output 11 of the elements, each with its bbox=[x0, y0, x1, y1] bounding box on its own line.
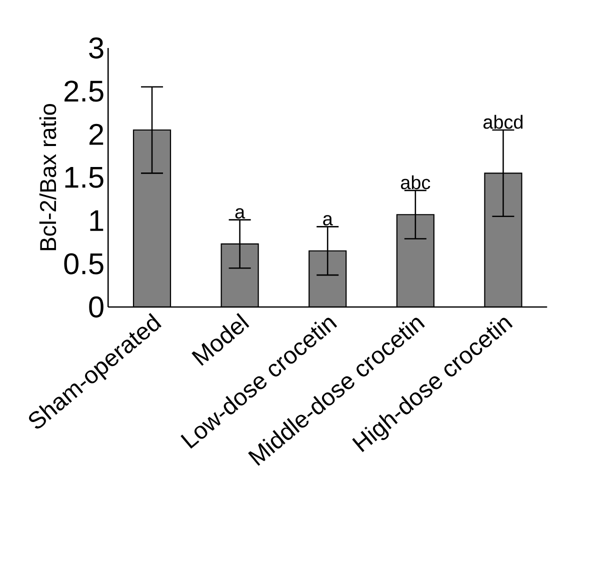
y-tick-label: 2.5 bbox=[64, 80, 104, 102]
annotation: a bbox=[235, 208, 246, 219]
y-tick-label: 2 bbox=[89, 124, 104, 145]
annotation: abcd bbox=[483, 114, 522, 129]
y-tick-label: 3 bbox=[89, 37, 104, 59]
annotation: abc bbox=[400, 175, 430, 190]
y-axis-title: Bcl-2/Bax ratio bbox=[39, 104, 56, 250]
y-tick-label: 0.5 bbox=[64, 253, 104, 274]
y-tick-label: 1 bbox=[90, 210, 104, 231]
y-tick-label: 1.5 bbox=[65, 167, 104, 188]
annotation: a bbox=[323, 215, 333, 226]
